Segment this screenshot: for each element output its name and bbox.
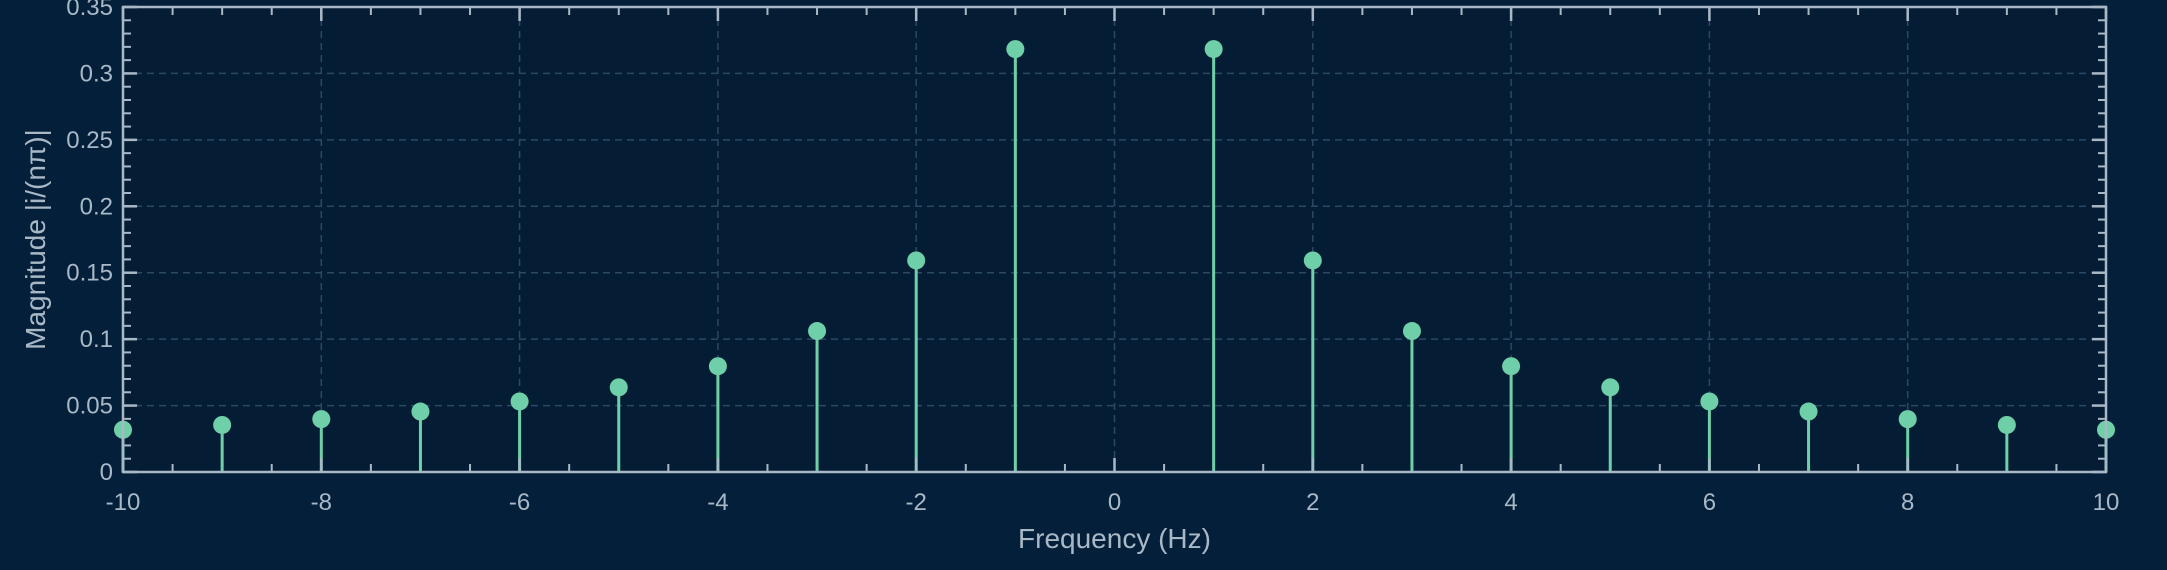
x-tick-label: -8 bbox=[311, 489, 332, 516]
stem-marker bbox=[808, 322, 827, 341]
x-tick-label: -4 bbox=[707, 489, 728, 516]
stem-marker bbox=[1303, 251, 1322, 270]
stem-marker bbox=[411, 402, 430, 421]
stem-marker bbox=[312, 410, 331, 429]
stem-marker bbox=[1601, 378, 1620, 397]
stem-marker bbox=[213, 415, 232, 434]
y-tick-label: 0.15 bbox=[66, 260, 113, 287]
y-tick-label: 0.2 bbox=[80, 193, 113, 220]
x-tick-label: -10 bbox=[106, 489, 141, 516]
stem-marker bbox=[1799, 402, 1818, 421]
x-tick-label: 4 bbox=[1504, 489, 1517, 516]
y-tick-label: 0.05 bbox=[66, 393, 113, 420]
stem-marker bbox=[1700, 392, 1719, 411]
x-tick-label: -6 bbox=[509, 489, 530, 516]
x-tick-label: 0 bbox=[1108, 489, 1121, 516]
major-ticks bbox=[121, 5, 2108, 474]
y-tick-label: 0.1 bbox=[80, 326, 113, 353]
stem-marker bbox=[1898, 410, 1917, 429]
y-tick-labels: 0 0.05 0.1 0.15 0.2 0.25 0.3 0.35 bbox=[66, 0, 113, 486]
x-tick-label: 2 bbox=[1306, 489, 1319, 516]
stem-marker bbox=[1502, 357, 1521, 376]
x-tick-label: 10 bbox=[2093, 489, 2120, 516]
stem-marker bbox=[1204, 40, 1223, 59]
y-axis-title: Magnitude |i/(nπ)| bbox=[20, 129, 51, 350]
stem-marker bbox=[510, 392, 529, 411]
y-tick-label: 0 bbox=[100, 459, 113, 486]
stem-marker bbox=[609, 378, 628, 397]
y-tick-label: 0.25 bbox=[66, 127, 113, 154]
grid-lines bbox=[123, 7, 2106, 472]
stem-marker bbox=[1006, 40, 1025, 59]
x-tick-label: 6 bbox=[1703, 489, 1716, 516]
stem-series bbox=[114, 40, 2115, 472]
x-tick-label: 8 bbox=[1901, 489, 1914, 516]
stem-marker bbox=[1997, 415, 2016, 434]
stem-marker bbox=[708, 357, 727, 376]
y-tick-label: 0.3 bbox=[80, 60, 113, 87]
x-tick-label: -2 bbox=[906, 489, 927, 516]
stem-marker bbox=[907, 251, 926, 270]
x-axis-title: Frequency (Hz) bbox=[1018, 523, 1211, 554]
stem-marker bbox=[1402, 322, 1421, 341]
y-tick-label: 0.35 bbox=[66, 0, 113, 21]
x-tick-labels: -10 -8 -6 -4 -2 0 2 4 6 8 10 bbox=[106, 489, 2120, 516]
